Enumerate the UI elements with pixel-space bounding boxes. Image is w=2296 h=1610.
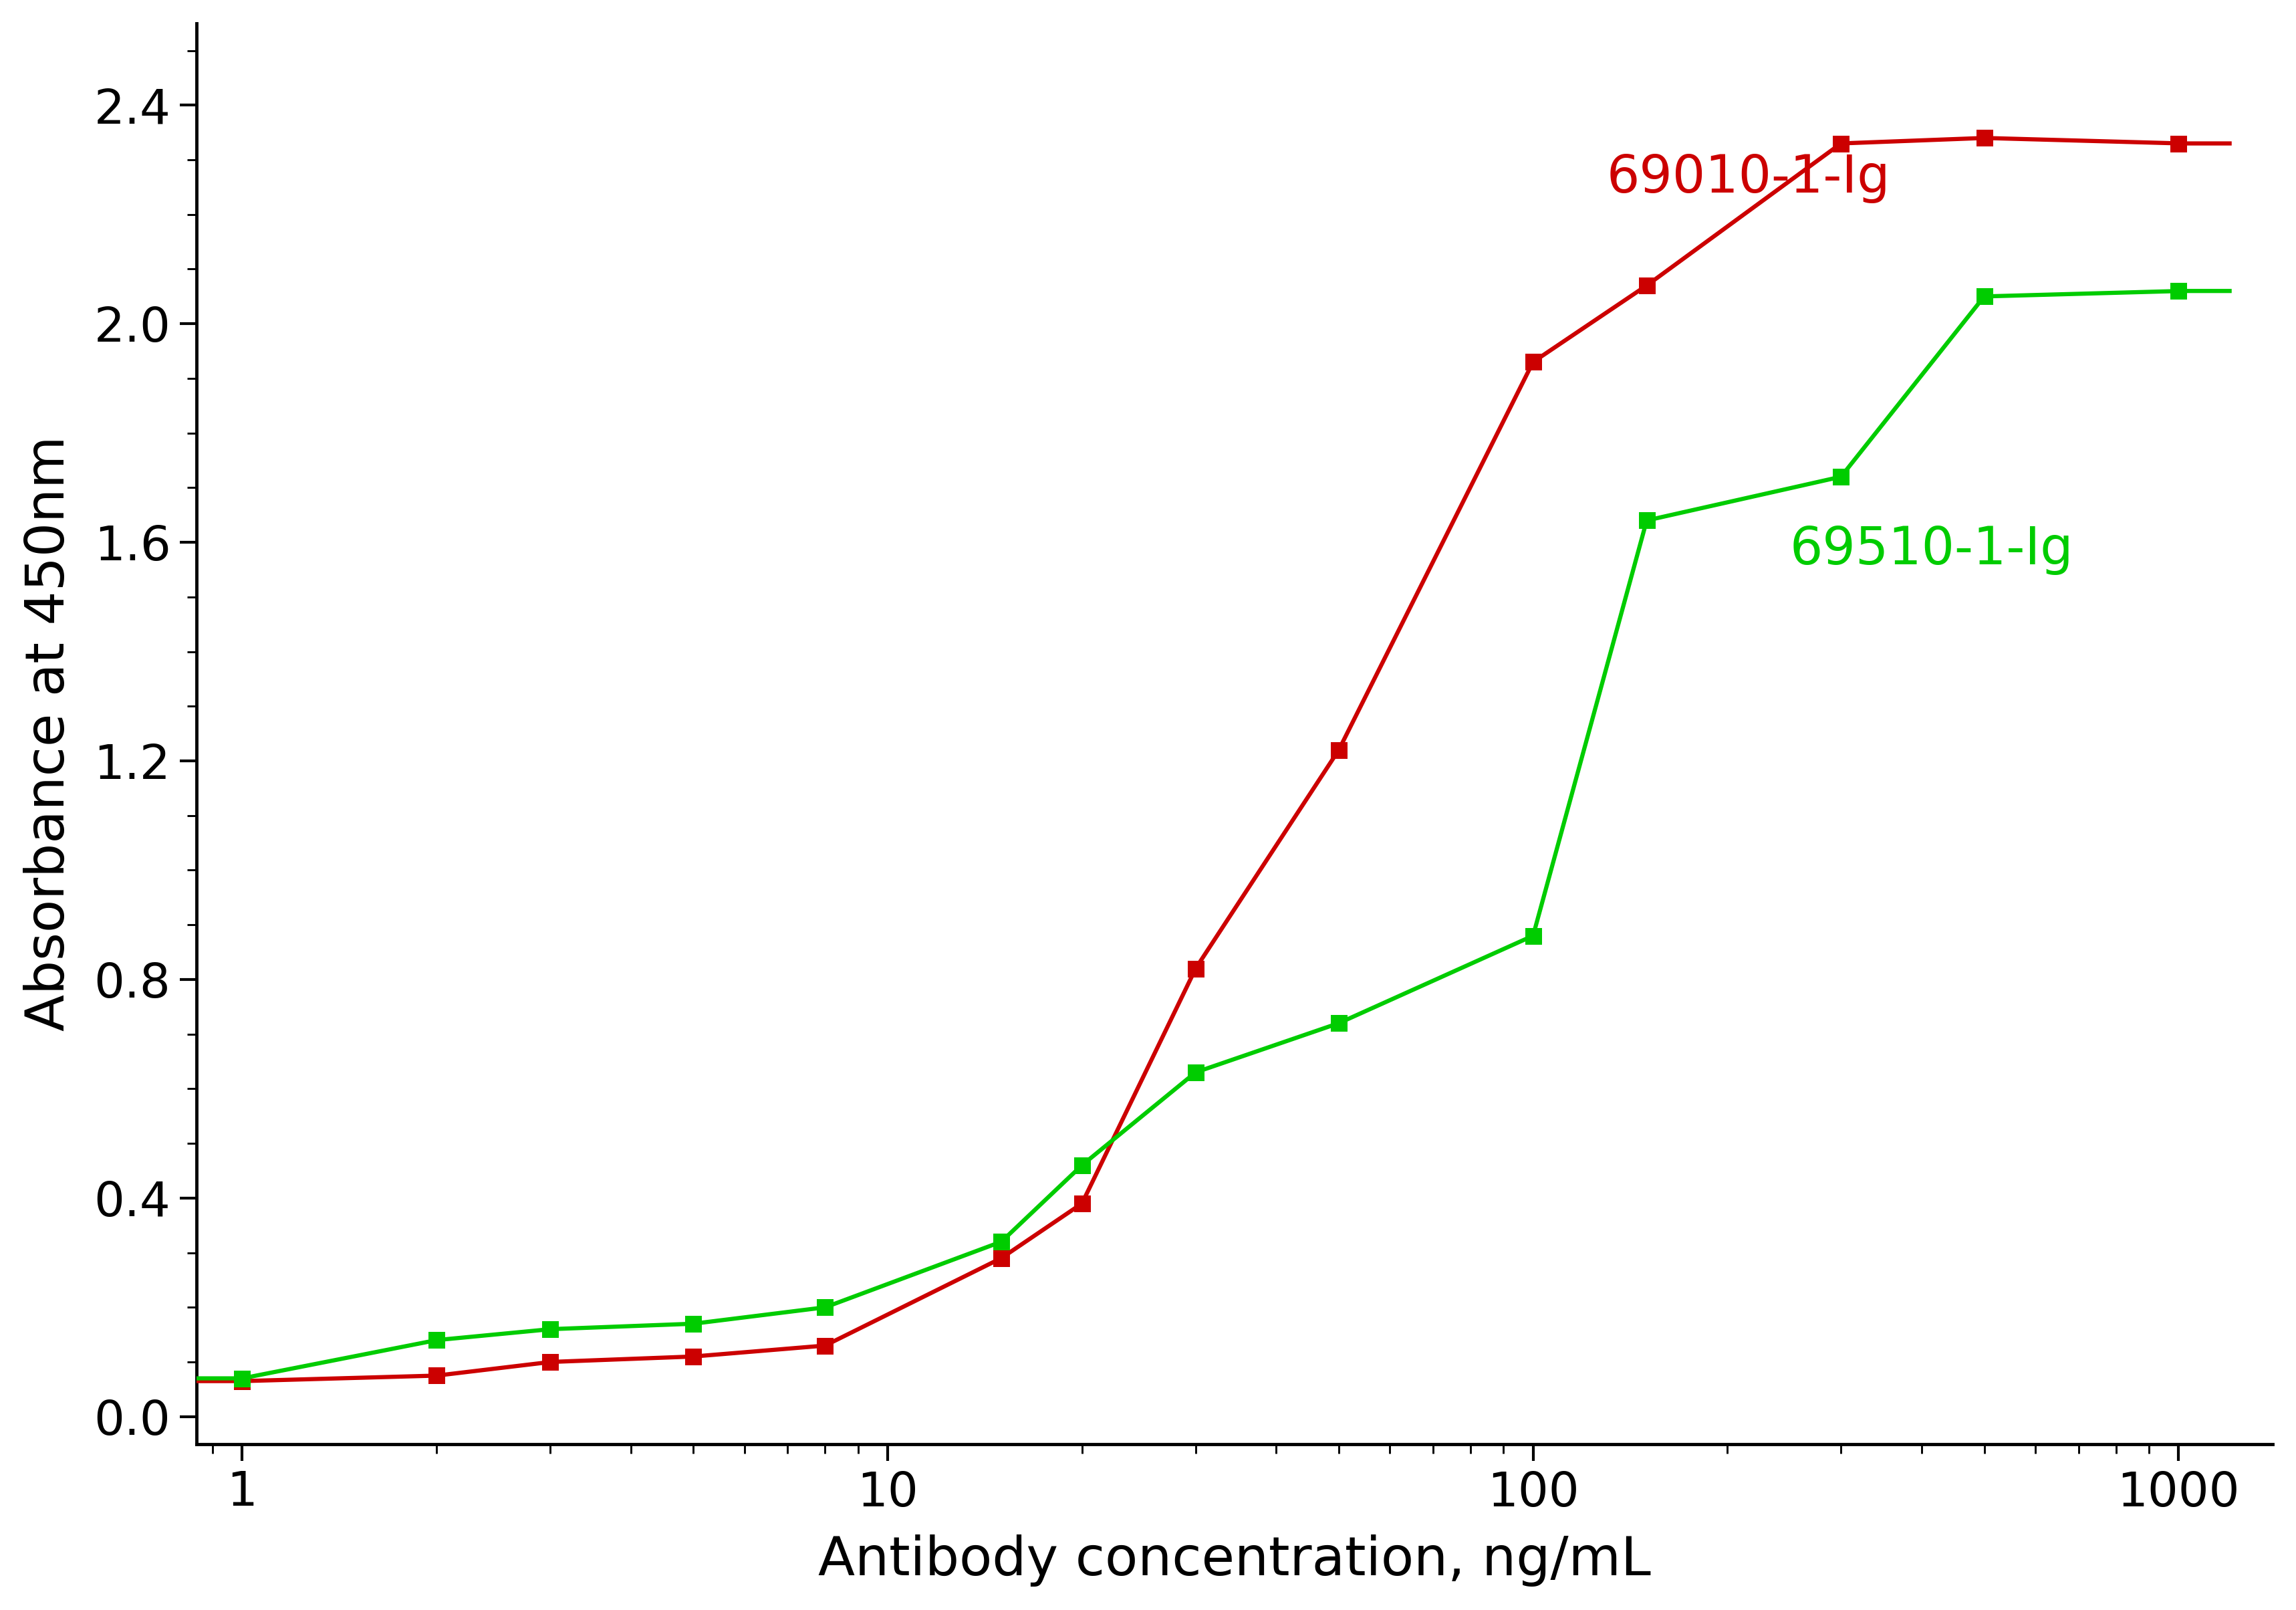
Point: [675, 1344, 712, 1370]
Point: [1965, 283, 2002, 309]
Point: [1628, 507, 1665, 533]
Point: [1178, 1059, 1215, 1085]
Point: [1628, 272, 1665, 298]
Point: [533, 1317, 569, 1343]
Point: [225, 1365, 262, 1391]
Text: 69510-1-Ig: 69510-1-Ig: [1791, 525, 2073, 575]
Point: [1823, 130, 1860, 156]
Point: [806, 1333, 843, 1359]
Point: [1320, 1011, 1357, 1037]
Point: [2161, 130, 2197, 156]
Point: [983, 1228, 1019, 1254]
Point: [418, 1327, 455, 1352]
Point: [418, 1362, 455, 1388]
Point: [1320, 737, 1357, 763]
Point: [675, 1311, 712, 1336]
Point: [1823, 464, 1860, 489]
Text: 69010-1-Ig: 69010-1-Ig: [1607, 153, 1890, 203]
Point: [225, 1368, 262, 1394]
Point: [1515, 349, 1552, 375]
Point: [806, 1294, 843, 1320]
Point: [2161, 279, 2197, 304]
Point: [983, 1245, 1019, 1270]
Y-axis label: Absorbance at 450nm: Absorbance at 450nm: [23, 436, 76, 1032]
X-axis label: Antibody concentration, ng/mL: Antibody concentration, ng/mL: [817, 1534, 1651, 1587]
Point: [1965, 126, 2002, 151]
Point: [1178, 956, 1215, 982]
Point: [533, 1349, 569, 1375]
Point: [1515, 923, 1552, 948]
Point: [1063, 1191, 1100, 1217]
Point: [1063, 1153, 1100, 1179]
